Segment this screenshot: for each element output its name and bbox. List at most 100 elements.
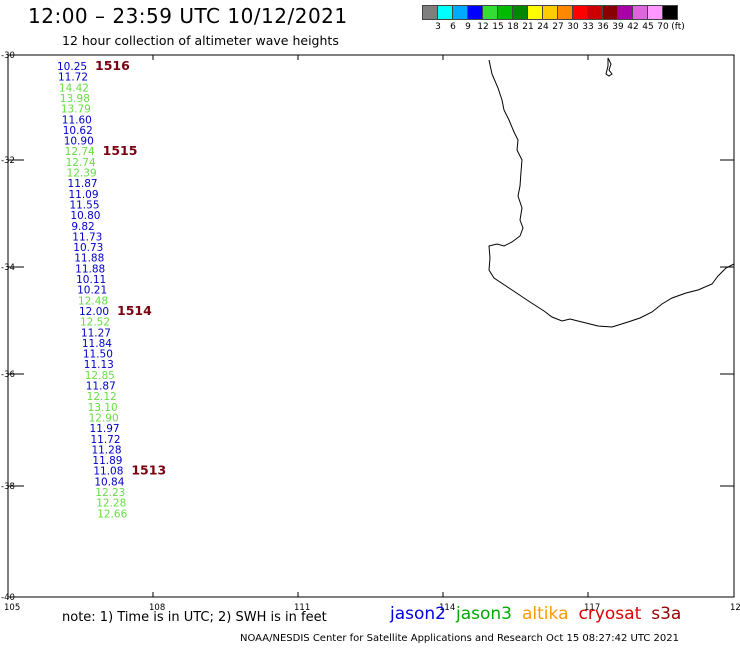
- satellite-legend-cryosat: cryosat: [578, 604, 642, 624]
- wave-height-value: 12.23: [95, 487, 125, 499]
- wave-height-value: 11.72: [58, 72, 88, 84]
- colorbar-label: 21: [522, 22, 534, 32]
- wave-height-value: 12.00: [79, 306, 109, 318]
- coastline: [488, 59, 735, 328]
- colorbar-label: 33: [582, 22, 594, 32]
- coastline-island: [605, 57, 613, 77]
- wave-height-value: 11.84: [82, 338, 112, 350]
- wave-height-value: 14.42: [59, 82, 89, 94]
- map-border: [7, 54, 735, 598]
- wave-height-value: 11.97: [90, 423, 120, 435]
- wave-height-value: 12.74: [65, 146, 95, 158]
- wave-height-value: 11.89: [92, 455, 122, 467]
- wave-height-value: 10.84: [94, 476, 124, 488]
- wave-height-value: 11.88: [75, 263, 105, 275]
- wave-height-value: 11.60: [62, 114, 92, 126]
- footer-credit: NOAA/NESDIS Center for Satellite Applica…: [240, 633, 679, 644]
- lat-tick-label: -30: [1, 51, 15, 61]
- colorbar-label: 24: [537, 22, 549, 32]
- colorbar-swatch: [602, 5, 618, 20]
- wave-height-value: 12.90: [89, 412, 119, 424]
- satellite-legend: jason2 jason3 altika cryosat s3a: [390, 604, 691, 624]
- lat-tick-label: -40: [1, 593, 15, 603]
- colorbar-swatch: [632, 5, 648, 20]
- satellite-legend-jason2: jason2: [390, 604, 446, 624]
- colorbar-swatch: [647, 5, 663, 20]
- lat-tick-label: -32: [1, 156, 15, 166]
- colorbar: [422, 5, 678, 20]
- wave-height-value: 12.85: [85, 370, 115, 382]
- colorbar-swatch: [527, 5, 543, 20]
- wave-height-value: 13.98: [60, 93, 90, 105]
- colorbar-label: 27: [552, 22, 564, 32]
- wave-height-value: 10.80: [70, 210, 100, 222]
- wave-height-value: 12.66: [97, 508, 127, 520]
- colorbar-swatch: [422, 5, 438, 20]
- wave-height-value: 11.50: [83, 349, 113, 361]
- colorbar-label: 30: [567, 22, 579, 32]
- colorbar-swatch: [512, 5, 528, 20]
- colorbar-label: 3: [435, 22, 441, 32]
- wave-height-value: 10.21: [77, 285, 107, 297]
- lon-tick-label: 120: [730, 603, 740, 613]
- wave-height-value: 11.28: [91, 444, 121, 456]
- colorbar-label: 9: [465, 22, 471, 32]
- pass-number-label: 1516: [95, 58, 130, 73]
- wave-height-value: 10.62: [63, 125, 93, 137]
- wave-height-value: 11.13: [84, 359, 114, 371]
- wave-height-value: 11.09: [68, 189, 98, 201]
- units-note: note: 1) Time is in UTC; 2) SWH is in fe…: [62, 610, 327, 625]
- wave-height-value: 11.08: [93, 466, 123, 478]
- wave-height-value: 12.52: [80, 317, 110, 329]
- wave-height-value: 11.55: [69, 199, 99, 211]
- wave-height-value: 10.11: [76, 274, 106, 286]
- wave-height-value: 13.10: [88, 402, 118, 414]
- pass-number-label: 1514: [117, 303, 152, 318]
- satellite-legend-altika: altika: [522, 604, 569, 624]
- colorbar-swatch: [542, 5, 558, 20]
- lon-tick-label: 108: [149, 603, 165, 613]
- wave-height-value: 12.12: [87, 391, 117, 403]
- colorbar-swatch: [482, 5, 498, 20]
- wave-height-value: 11.27: [81, 327, 111, 339]
- lon-tick-label: 114: [439, 603, 455, 613]
- colorbar-swatch: [617, 5, 633, 20]
- colorbar-swatch: [557, 5, 573, 20]
- wave-height-value: 10.25: [57, 61, 87, 73]
- pass-number-label: 1513: [131, 463, 166, 478]
- wave-height-value: 11.87: [68, 178, 98, 190]
- colorbar-swatch: [467, 5, 483, 20]
- colorbar-swatch: [437, 5, 453, 20]
- lon-tick-label: 105: [4, 603, 20, 613]
- colorbar-swatch: [662, 5, 678, 20]
- lat-tick-label: -38: [1, 482, 15, 492]
- wave-height-value: 12.39: [67, 168, 97, 180]
- wave-height-value: 10.73: [73, 242, 103, 254]
- colorbar-label: 18: [507, 22, 519, 32]
- lat-tick-label: -36: [1, 370, 15, 380]
- colorbar-labels: 3 6 9 12 15 18 21 24 27 30 33 36 39 42 45 70 (ft): [422, 22, 740, 34]
- colorbar-swatch: [572, 5, 588, 20]
- wave-height-value: 11.88: [74, 253, 104, 265]
- wave-height-value: 13.79: [61, 104, 91, 116]
- wave-height-value: 11.73: [72, 231, 102, 243]
- wave-height-value: 12.28: [96, 498, 126, 510]
- lon-tick-label: 111: [294, 603, 310, 613]
- map-frame: 105 108 111 114 117 120 -30 -32 -34 -36 -38 -40: [1, 51, 740, 613]
- colorbar-swatch: [587, 5, 603, 20]
- colorbar-label: (ft): [671, 22, 685, 32]
- colorbar-label: 39: [612, 22, 624, 32]
- colorbar-label: 42: [627, 22, 639, 32]
- colorbar-swatch: [452, 5, 468, 20]
- lat-tick-label: -34: [1, 263, 15, 273]
- page-title: 12:00 – 23:59 UTC 10/12/2021: [28, 4, 348, 28]
- colorbar-label: 12: [477, 22, 489, 32]
- satellite-legend-jason3: jason3: [456, 604, 512, 624]
- wave-height-value: 11.87: [86, 381, 116, 393]
- colorbar-label: 36: [597, 22, 609, 32]
- colorbar-label: 15: [492, 22, 504, 32]
- pass-number-label: 1515: [103, 143, 138, 158]
- wave-height-value: 12.48: [78, 295, 108, 307]
